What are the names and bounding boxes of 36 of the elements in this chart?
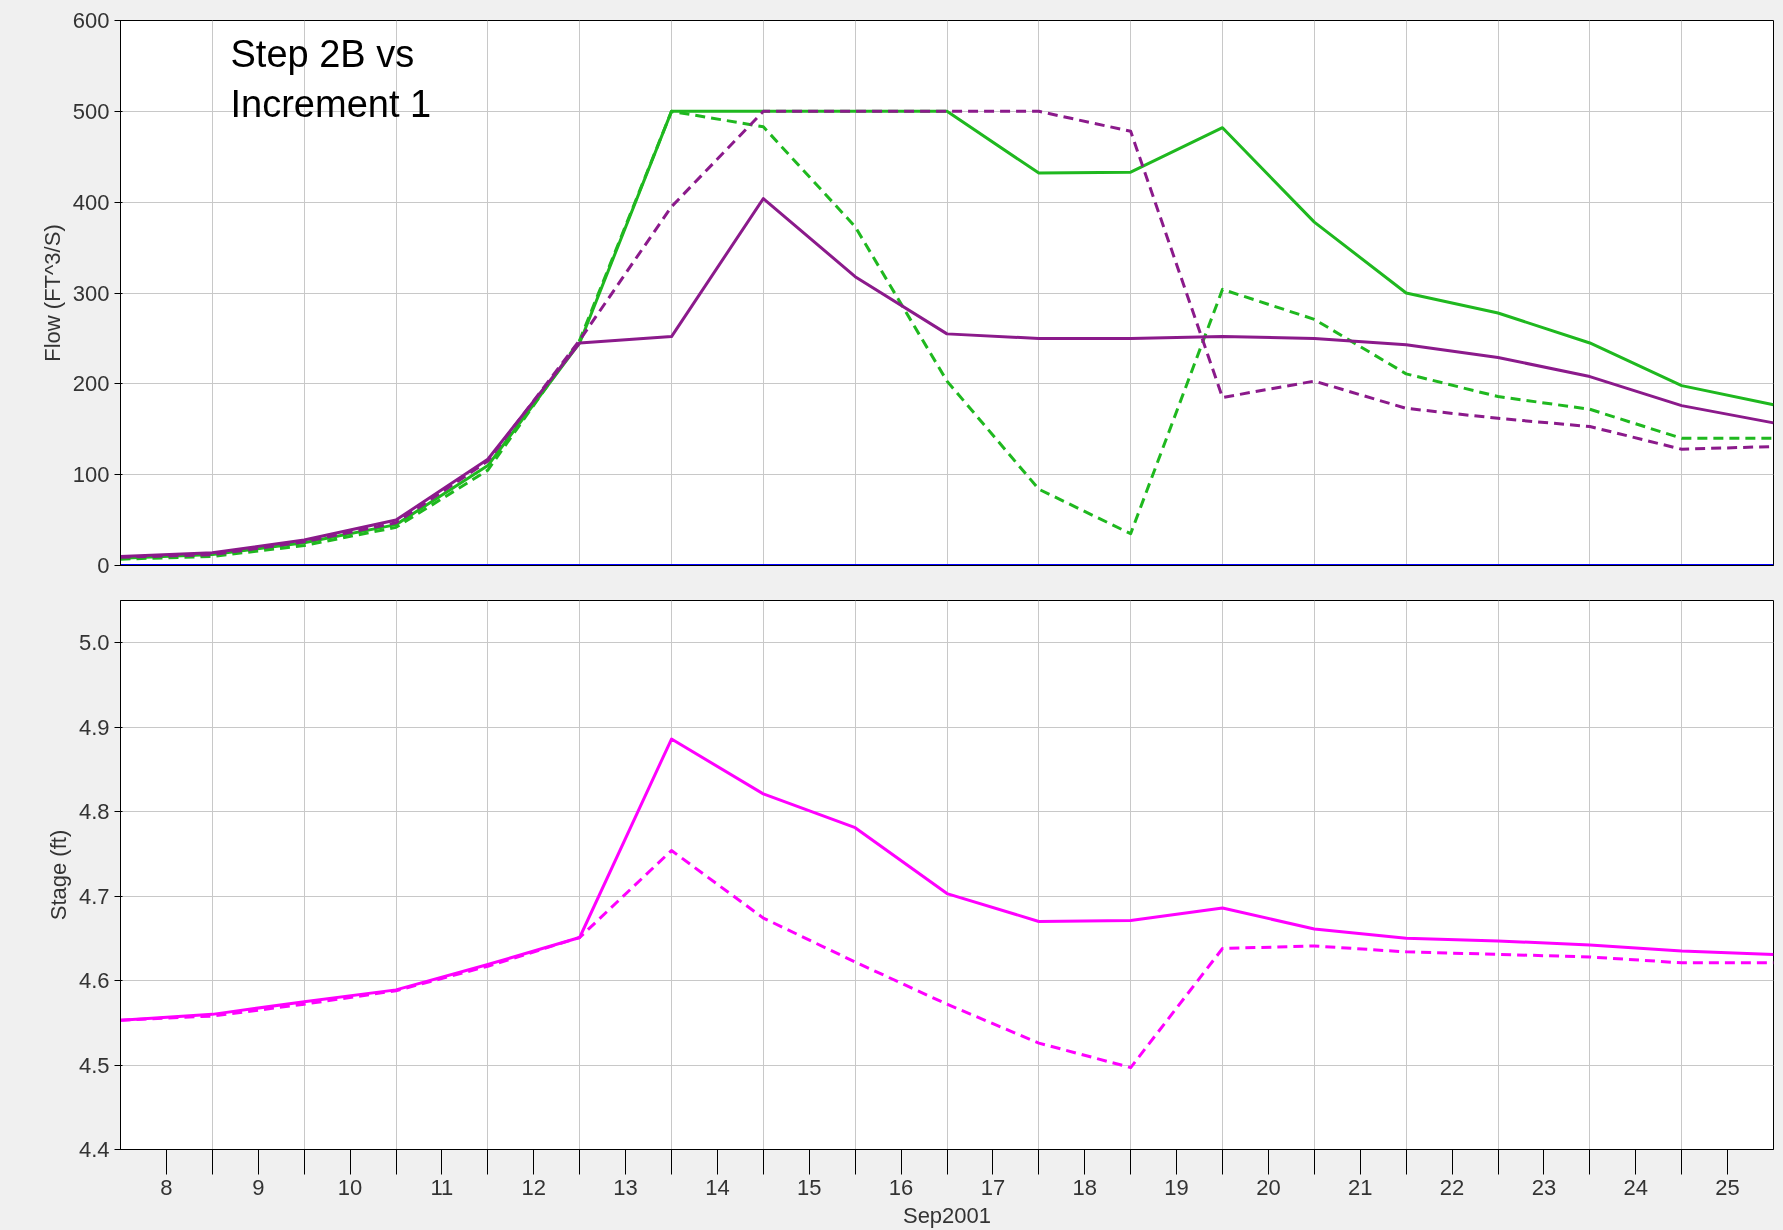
y-tick-label: 200 (72, 371, 110, 397)
y-tick-label: 4.6 (78, 968, 110, 994)
y-axis-title: Stage (ft) (45, 829, 71, 921)
y-axis-title: Flow (FT^3/S) (39, 224, 65, 362)
y-tick-label: 4.7 (78, 883, 110, 909)
x-tick-label: 10 (337, 1174, 363, 1200)
y-tick-label: 300 (72, 280, 110, 306)
x-tick-label: 18 (1072, 1174, 1097, 1200)
x-tick-label: 15 (797, 1174, 822, 1200)
x-tick-label: 14 (705, 1174, 730, 1200)
y-tick-label: 4.5 (78, 1052, 110, 1078)
x-tick-label: 9 (252, 1174, 265, 1200)
x-tick-label: 25 (1715, 1174, 1740, 1200)
y-tick-label: 600 (72, 8, 110, 33)
x-tick-label: 19 (1164, 1174, 1189, 1200)
y-tick-label: 5.0 (78, 630, 110, 656)
annotation: Step 2B vs Increment 1 (230, 33, 432, 126)
x-tick-label: 22 (1439, 1174, 1465, 1200)
y-tick-label: 400 (72, 189, 110, 215)
y-tick-label: 100 (72, 462, 110, 488)
y-tick-label: 500 (72, 98, 110, 124)
y-tick-label: 4.4 (78, 1137, 110, 1162)
x-tick-label: 21 (1348, 1174, 1373, 1200)
x-tick-label: 24 (1623, 1174, 1648, 1200)
x-tick-label: 23 (1531, 1174, 1557, 1200)
y-tick-label: 4.8 (78, 799, 110, 825)
x-tick-label: 20 (1256, 1174, 1281, 1200)
y-tick-label: 4.9 (78, 714, 110, 740)
x-tick-label: 17 (980, 1174, 1006, 1200)
x-tick-label: 12 (521, 1174, 546, 1200)
x-tick-label: 11 (430, 1174, 454, 1200)
x-tick-label: 13 (613, 1174, 638, 1200)
x-tick-label: 16 (888, 1174, 914, 1200)
y-tick-label: 0 (97, 553, 110, 578)
x-axis-title: Sep2001 (902, 1202, 992, 1228)
x-tick-label: 8 (160, 1174, 173, 1200)
